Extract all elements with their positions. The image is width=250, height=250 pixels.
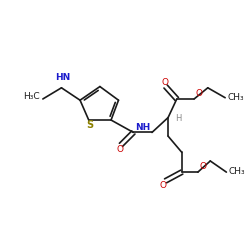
Text: CH₃: CH₃ bbox=[228, 93, 244, 102]
Text: S: S bbox=[86, 120, 93, 130]
Text: O: O bbox=[116, 145, 123, 154]
Text: CH₃: CH₃ bbox=[229, 167, 246, 176]
Text: HN: HN bbox=[55, 73, 70, 82]
Text: O: O bbox=[160, 181, 167, 190]
Text: H: H bbox=[175, 114, 182, 123]
Text: O: O bbox=[162, 78, 169, 86]
Text: H₃C: H₃C bbox=[23, 92, 40, 101]
Text: O: O bbox=[199, 162, 206, 171]
Text: NH: NH bbox=[135, 123, 150, 132]
Text: O: O bbox=[196, 89, 202, 98]
